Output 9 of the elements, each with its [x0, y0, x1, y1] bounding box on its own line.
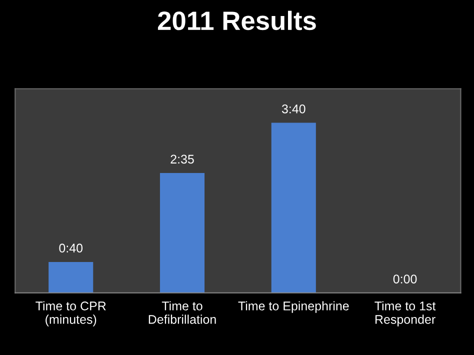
x-tick-label: Time to 1st Responder	[374, 301, 436, 326]
x-tick-label: Time to CPR (minutes)	[36, 301, 106, 326]
data-label: 2:35	[170, 154, 194, 164]
chart-title: 2011 Results	[158, 10, 316, 30]
x-tick-label: Time to Epinephrine	[238, 301, 349, 313]
data-label: 0:00	[393, 274, 417, 284]
x-tick-label: Time to Defibrillation	[148, 301, 216, 324]
data-label: 0:40	[59, 244, 83, 253]
data-label: 3:40	[282, 104, 306, 114]
